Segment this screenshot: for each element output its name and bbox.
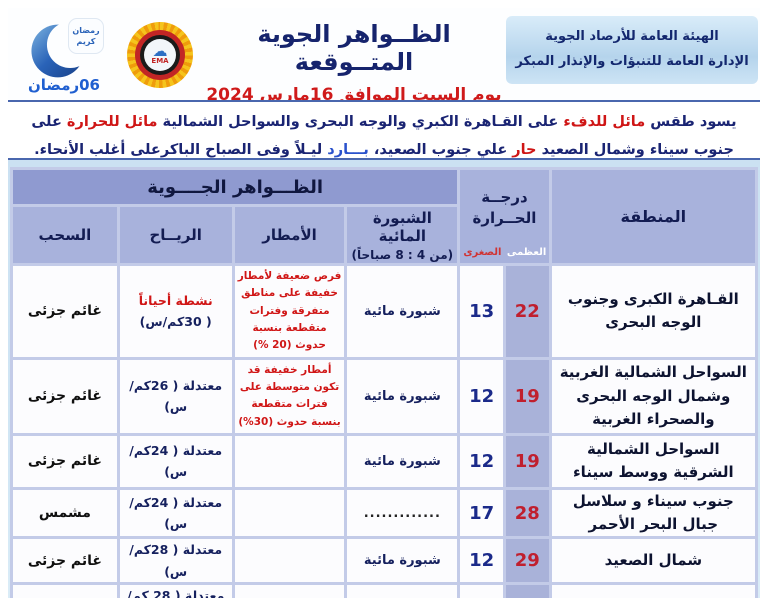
- wind-cell: نشطة أحياناً ( 30كم/س): [119, 266, 232, 357]
- wind-description: نشطة أحياناً: [138, 293, 213, 309]
- col-header-region: المنطقة: [551, 170, 755, 263]
- summary-segment: مائل للحرارة: [61, 114, 158, 130]
- summary-segment: يسود طقس: [645, 114, 737, 130]
- region-cell: القـاهرة الكبرى وجنوب الوجه البحرى: [551, 266, 755, 357]
- summary-segment: حار: [507, 141, 537, 158]
- temp-max-sublabel: العظمى: [506, 247, 547, 258]
- table-row: السواحل الشمالية الشرقية ووسط سيناء 19 1…: [13, 435, 755, 487]
- temp-max-cell: 29: [505, 539, 549, 582]
- col-header-clouds: السحب: [13, 207, 117, 263]
- temp-min-cell: 17: [460, 489, 503, 537]
- ramadan-logo: رمضان كريم 06رمضان: [10, 10, 118, 94]
- wind-cell: معتدلة ( 26كم/س): [119, 359, 232, 433]
- wind-cell: معتدلة ( 24كم/س): [119, 435, 232, 487]
- ramadan-calligraphy: رمضان كريم: [68, 18, 104, 54]
- rain-cell: [234, 435, 345, 487]
- table-row: السواحل الشمالية الغربية وشمال الوجه الب…: [13, 359, 755, 433]
- authority-department: الإدارة العامة للتنبؤات والإنذار المبكر: [515, 54, 749, 69]
- sun-rays-icon: ☁ EMA: [127, 22, 193, 88]
- clouds-cell: غائم جزئى: [13, 539, 117, 582]
- summary-segment: بـــارد: [322, 141, 369, 158]
- temp-min-sublabel: الصغرى: [463, 247, 502, 258]
- temp-min-cell: 12: [460, 359, 503, 433]
- col-header-rain: الأمطار: [234, 207, 345, 263]
- summary-segment: على جنوب سيناء وشمال الصعيد: [31, 114, 734, 158]
- forecast-summary: يسود طقس مائل للدفء على القـاهرة الكبري …: [8, 100, 760, 160]
- summary-segment: علي جنوب الصعيد،: [368, 141, 508, 158]
- summary-segment: على القـاهرة الكبري والوجه البحرى والسوا…: [157, 114, 559, 130]
- wind-description: معتدلة ( 28كم/س): [129, 542, 223, 579]
- table-row: جنوب الصعيد 35 17 ............. معتدلة (…: [13, 584, 755, 598]
- fog-cell: شبورة مائية: [347, 435, 458, 487]
- wind-description: معتدلة ( 28 كم/س): [127, 587, 225, 598]
- rain-cell: أمطار خفيفة قد تكون متوسطة على فترات متق…: [234, 359, 345, 433]
- wind-cell: معتدلة ( 28 كم/س): [119, 584, 232, 598]
- rain-cell: [234, 489, 345, 537]
- col-header-wind: الريــاح: [119, 207, 232, 263]
- clouds-cell: مشمس: [13, 489, 117, 537]
- table-row: القـاهرة الكبرى وجنوب الوجه البحرى 22 13…: [13, 266, 755, 357]
- temp-max-cell: 35: [505, 584, 549, 598]
- rain-cell: [234, 539, 345, 582]
- weather-table: المنطقة درجــة الحــرارة العظمى الصغرى ا…: [10, 167, 758, 598]
- temp-max-cell: 28: [505, 489, 549, 537]
- clouds-cell: غائم جزئى: [13, 266, 117, 357]
- wind-cell: معتدلة ( 24كم/س): [119, 489, 232, 537]
- ramadan-day-label: 06رمضان: [27, 76, 100, 94]
- region-cell: جنوب الصعيد: [551, 584, 755, 598]
- authority-name: الهيئة العامة للأرصاد الجوية: [545, 29, 719, 45]
- fog-cell: شبورة مائية: [347, 359, 458, 433]
- wind-description: معتدلة ( 24كم/س): [129, 443, 223, 480]
- temp-min-cell: 12: [460, 435, 503, 487]
- region-cell: شمال الصعيد: [551, 539, 755, 582]
- header: الهيئة العامة للأرصاد الجوية الإدارة الع…: [8, 8, 760, 105]
- clouds-cell: غائم جزئى: [13, 435, 117, 487]
- phenomena-span-header: الظـــواهر الجــــوية: [13, 170, 458, 204]
- fog-cell: شبورة مائية: [347, 539, 458, 582]
- ema-label: EMA: [151, 57, 169, 65]
- cloud-icon: ☁: [152, 42, 168, 60]
- wind-cell: معتدلة ( 28كم/س): [119, 539, 232, 582]
- fog-cell: .............: [347, 489, 458, 537]
- region-cell: السواحل الشمالية الشرقية ووسط سيناء: [551, 435, 755, 487]
- clouds-cell: مشمس: [13, 584, 117, 598]
- clouds-cell: غائم جزئى: [13, 359, 117, 433]
- temp-max-cell: 19: [505, 435, 549, 487]
- rain-cell: فرص ضعيفة لأمطار خفيفة على مناطق متفرقة …: [234, 266, 345, 357]
- table-area: المنطقة درجــة الحــرارة العظمى الصغرى ا…: [8, 160, 760, 598]
- table-row: شمال الصعيد 29 12 شبورة مائية معتدلة ( 2…: [13, 539, 755, 582]
- wind-description: معتدلة ( 26كم/س): [129, 377, 223, 415]
- temp-max-cell: 19: [505, 359, 549, 433]
- authority-box: الهيئة العامة للأرصاد الجوية الإدارة الع…: [506, 16, 758, 84]
- title-block: الظــواهر الجوية المتــوقعة يوم السبت ال…: [202, 10, 506, 105]
- temp-min-cell: 17: [460, 584, 503, 598]
- fog-cell: شبورة مائية: [347, 266, 458, 357]
- temp-max-cell: 22: [505, 266, 549, 357]
- rain-cell: [234, 584, 345, 598]
- temp-min-cell: 13: [460, 266, 503, 357]
- col-header-temperature: درجــة الحــرارة العظمى الصغرى: [460, 170, 549, 263]
- fog-cell: .............: [347, 584, 458, 598]
- summary-segment: ليـلاً وفى الصباح الباكرعلى أغلب الأنحاء…: [34, 141, 323, 158]
- ema-logo: ☁ EMA: [118, 10, 202, 88]
- region-cell: جنوب سيناء و سلاسل جبال البحر الأحمر: [551, 489, 755, 537]
- summary-segment: مائل للدفء: [558, 114, 646, 130]
- page-title: الظــواهر الجوية المتــوقعة: [257, 20, 451, 76]
- wind-speed: ( 30كم/س): [139, 314, 212, 330]
- table-row: جنوب سيناء و سلاسل جبال البحر الأحمر 28 …: [13, 489, 755, 537]
- region-cell: السواحل الشمالية الغربية وشمال الوجه الب…: [551, 359, 755, 433]
- col-header-fog: الشبورة المائية (من 4 : 8 صباحاً): [347, 207, 458, 263]
- wind-description: معتدلة ( 24كم/س): [129, 494, 223, 532]
- temp-min-cell: 12: [460, 539, 503, 582]
